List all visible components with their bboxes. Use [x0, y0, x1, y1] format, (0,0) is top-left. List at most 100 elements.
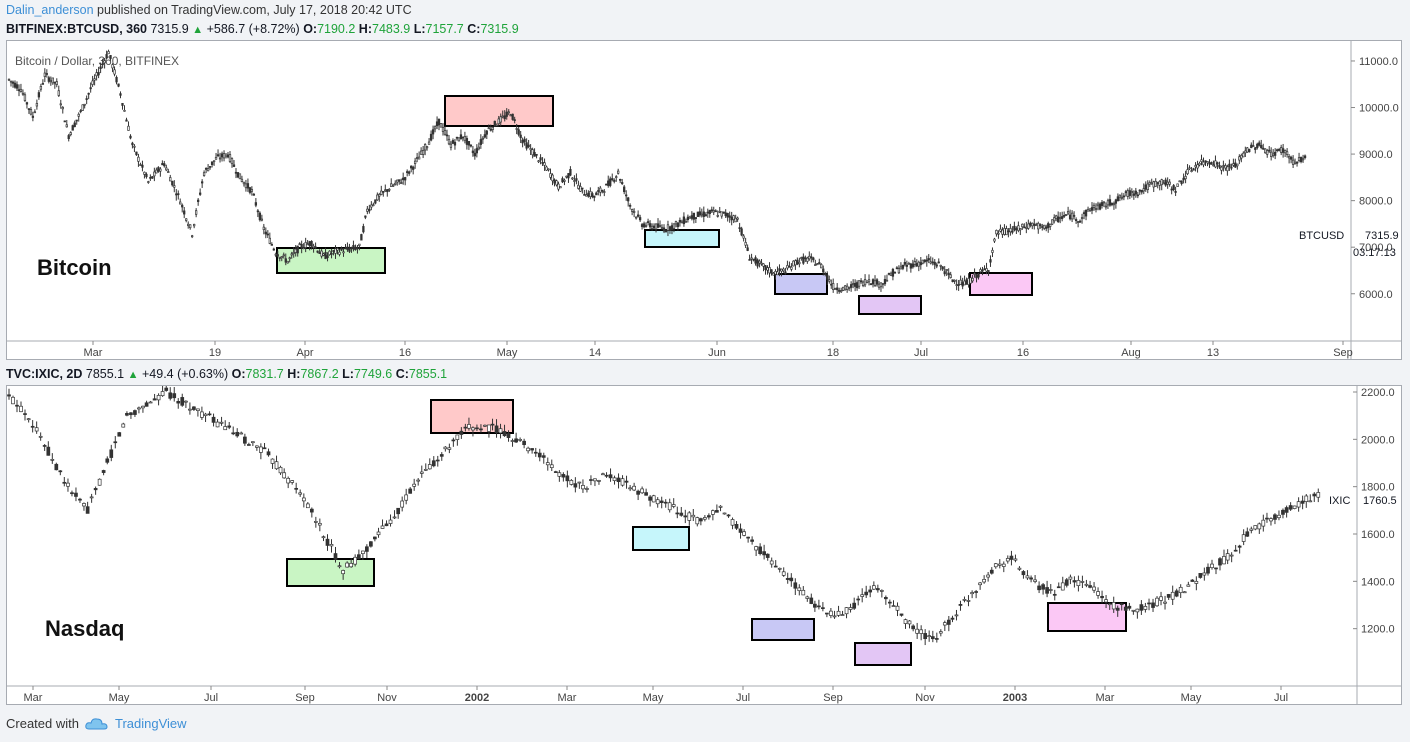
ixic-symbol[interactable]: TVC:IXIC, 2D	[6, 367, 83, 381]
btc-candle-body	[1112, 203, 1116, 206]
btc-candle-body	[1250, 144, 1253, 149]
btc-candle-body	[187, 223, 190, 226]
ixic-candle-body	[1029, 577, 1033, 580]
btc-candle-body	[832, 283, 835, 290]
btc-candle-body	[585, 194, 588, 197]
btc-candle-body	[149, 177, 152, 179]
ixic-candle-body	[1135, 608, 1140, 613]
ixic-candle-body	[34, 427, 39, 432]
ixic-candle-body	[628, 487, 632, 490]
author-link[interactable]: Dalin_anderson	[6, 3, 94, 17]
btc-candle-body	[358, 243, 361, 246]
btc-candle-body	[151, 176, 154, 179]
ixic-candle-body	[754, 546, 758, 551]
btc-candle-body	[7, 78, 11, 81]
ixic-candle-body	[487, 424, 491, 432]
btc-candle-body	[455, 136, 459, 139]
ixic-candle-body	[467, 424, 471, 429]
ixic-chart[interactable]: Nasdaq 2200.0 2000.0 1800.0 1600.0 1400.0 120…	[7, 383, 1401, 704]
ixic-candle-body	[483, 424, 487, 427]
btc-chart-panel[interactable]: Bitcoin / Dollar, 360, BITFINEX Bitcoin …	[6, 40, 1402, 360]
ixic-candle-body	[1166, 594, 1171, 598]
btc-candle-body	[423, 144, 427, 151]
ixic-candle-body	[974, 591, 978, 593]
btc-candle-body	[694, 217, 698, 219]
ixic-candle-body	[667, 502, 672, 511]
btc-candle-body	[1236, 163, 1239, 167]
ixic-candle-body	[74, 492, 78, 497]
btc-candle-body	[270, 244, 273, 246]
btc-candle-body	[316, 250, 319, 253]
ixic-candle-body	[986, 574, 990, 578]
btc-candle-body	[589, 191, 592, 198]
ixic-candle-body	[200, 411, 204, 418]
ixic-candle-body	[392, 516, 397, 519]
btc-candle-body	[877, 283, 881, 288]
btc-candle-body	[1198, 162, 1201, 166]
ixic-candle-body	[168, 392, 173, 399]
ixic-candle-body	[569, 480, 574, 485]
ixic-candle-body	[419, 471, 424, 474]
btc-candle-body	[35, 103, 39, 107]
btc-candle-body	[294, 248, 297, 253]
btc-candle-body	[603, 191, 606, 193]
btc-candle-body	[808, 255, 811, 260]
btc-candle-body	[487, 127, 490, 130]
ixic-candle-body	[573, 483, 578, 488]
ixic-candle-body	[475, 427, 479, 430]
btc-candle-body	[419, 150, 423, 155]
btc-candle-body	[1230, 166, 1233, 169]
ixic-chart-panel[interactable]: Nasdaq 2200.0 2000.0 1800.0 1600.0 1400.0 120…	[6, 383, 1402, 705]
btc-candle-body	[382, 191, 385, 193]
footer: Created with TradingView	[6, 716, 187, 731]
ixic-candle-body	[26, 418, 31, 421]
btc-candle-body	[485, 130, 488, 135]
btc-candle-body	[724, 212, 727, 217]
ixic-y-tick-label: 1200.0	[1361, 624, 1395, 636]
btc-zones	[276, 95, 1033, 315]
btc-candle-body	[360, 234, 363, 241]
btc-candle-body	[1228, 163, 1231, 167]
ixic-high: 7867.2	[300, 367, 339, 381]
btc-candle-body	[197, 199, 200, 202]
btc-candle-body	[810, 256, 813, 259]
btc-candle-body	[85, 98, 88, 100]
ixic-candle-body	[856, 598, 861, 601]
ixic-candle-body	[247, 444, 251, 446]
ixic-candle-body	[919, 629, 924, 634]
ixic-candle-body	[231, 432, 236, 435]
btc-candle-body	[185, 218, 188, 221]
ixic-candle-body	[7, 394, 11, 397]
btc-candle-body	[125, 119, 128, 122]
btc-candle-body	[947, 272, 950, 275]
tradingview-link[interactable]: TradingView	[114, 716, 187, 731]
btc-candle-body	[1090, 207, 1094, 211]
btc-candle-body	[191, 235, 194, 238]
btc-candle-body	[1297, 157, 1301, 161]
btc-candle-body	[577, 184, 580, 189]
btc-candle-body	[1210, 162, 1213, 165]
ixic-candle-body	[522, 440, 526, 446]
btc-candle-body	[386, 189, 389, 193]
btc-candle-body	[505, 111, 508, 117]
btc-candle-body	[1025, 226, 1028, 229]
btc-candle-body	[87, 92, 90, 95]
btc-candle-body	[1013, 225, 1016, 231]
btc-candle-body	[742, 235, 745, 239]
btc-candle-body	[1059, 217, 1062, 219]
btc-candle-body	[712, 210, 715, 213]
ixic-candle-body	[1064, 579, 1069, 586]
btc-candle-body	[792, 260, 795, 267]
btc-candle-body	[1276, 149, 1279, 152]
btc-symbol[interactable]: BITFINEX:BTCUSD, 360	[6, 22, 147, 36]
btc-candle-body	[718, 211, 721, 213]
btc-candle-body	[901, 264, 905, 269]
btc-candle-body	[885, 279, 889, 282]
btc-candle-body	[997, 232, 1000, 235]
ixic-candle-body	[526, 447, 530, 452]
ixic-candle-body	[23, 413, 27, 415]
btc-chart[interactable]: Bitcoin / Dollar, 360, BITFINEX Bitcoin …	[7, 41, 1401, 359]
btc-candle-body	[623, 186, 626, 193]
btc-candle-body	[581, 187, 584, 190]
ixic-high-label: H:	[287, 367, 301, 381]
